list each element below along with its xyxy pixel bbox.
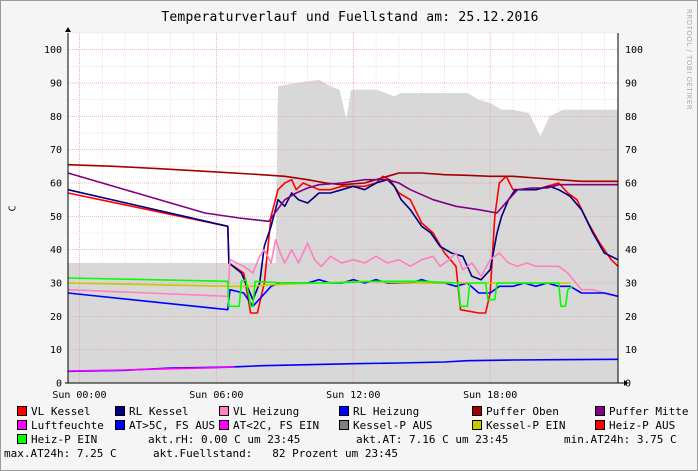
legend-item-vl-heizung: VL Heizung (219, 405, 299, 419)
legend-label: Kessel-P AUS (353, 419, 433, 432)
legend-label: Puffer Mitte (609, 405, 689, 418)
legend-row-3: Heiz-P EIN akt.rH: 0.00 C um 23:45 akt.A… (17, 433, 697, 447)
series-line-puffer-mitte (67, 172, 618, 223)
series-line-luftfeuchte-linie (67, 366, 235, 372)
legend-swatch (219, 420, 229, 430)
y-tick-label-left: 0 (56, 379, 62, 390)
series-line-rl-kessel (67, 178, 619, 301)
legend-item-rl-heizung: RL Heizung (339, 405, 419, 419)
plot-area: 0 0 10 10 20 20 30 30 40 40 50 50 60 60 70 70 80 80 90 90 10… (44, 27, 643, 401)
legend-label: Kessel-P EIN (486, 419, 566, 432)
legend-row-1: VL Kessel RL Kessel VL Heizung RL Heizung Pu… (17, 405, 697, 419)
series-line-puffer-oben (67, 163, 618, 186)
y-tick-label-right: 40 (625, 245, 637, 256)
legend-label: VL Kessel (31, 405, 91, 418)
legend-swatch (17, 406, 27, 416)
x-tick-label: Sun 06:00 (189, 390, 243, 401)
x-axis-arrow (624, 380, 628, 386)
legend-label: RL Heizung (353, 405, 420, 418)
legend-swatch (339, 420, 349, 430)
x-tick-label: Sun 12:00 (326, 390, 380, 401)
y-tick-label-right: 0 (625, 379, 631, 390)
x-tick-label: Sun 00:00 (52, 390, 106, 401)
tick-labels-group: 0 0 10 10 20 20 30 30 40 40 50 50 60 60 70 70 80 80 90 90 10… (44, 45, 643, 401)
legend-swatch (115, 406, 125, 416)
legend: VL Kessel RL Kessel VL Heizung RL Heizung Pu… (4, 405, 697, 461)
legend-item-heiz-p-ein: Heiz-P EIN (17, 433, 97, 447)
legend-label: RL Kessel (129, 405, 189, 418)
legend-swatch (17, 420, 27, 430)
y-tick-label-right: 100 (625, 45, 643, 56)
legend-item-luftfeuchte: Luftfeuchte (17, 419, 104, 433)
y-tick-label-left: 40 (50, 245, 62, 256)
y-tick-label-left: 10 (50, 345, 62, 356)
legend-label: VL Heizung (233, 405, 300, 418)
y-tick-label-left: 20 (50, 312, 62, 323)
legend-label: Luftfeuchte (31, 419, 104, 432)
y-tick-label-right: 30 (625, 279, 637, 290)
y-tick-label-left: 80 (50, 112, 62, 123)
y-tick-label-left: 50 (50, 212, 62, 223)
axes-group (65, 27, 628, 386)
y-tick-label-right: 70 (625, 145, 637, 156)
y-tick-label-right: 90 (625, 79, 637, 90)
legend-label: Heiz-P EIN (31, 433, 98, 446)
legend-swatch (219, 406, 229, 416)
legend-row-4: max.AT24h: 7.25 C akt.Fuellstand: 82 Pro… (4, 447, 697, 461)
legend-item-heiz-p-aus: Heiz-P AUS (595, 419, 675, 433)
legend-item-puffer-mitte: Puffer Mitte (595, 405, 688, 419)
legend-item-at-2c-fs-ein: AT<2C, FS EIN (219, 419, 319, 433)
grid-group (68, 32, 618, 384)
rrdtool-watermark: RRDTOOL / TOBI OETIKER (685, 9, 693, 111)
series-line-vl-heizung (67, 238, 619, 298)
legend-swatch (472, 420, 482, 430)
y-tick-label-left: 100 (44, 45, 62, 56)
legend-swatch (115, 420, 125, 430)
y-tick-label-left: 90 (50, 79, 62, 90)
y-tick-label-right: 10 (625, 345, 637, 356)
x-tick-label: Sun 18:00 (463, 390, 517, 401)
y-tick-label-left: 30 (50, 279, 62, 290)
y-axis-arrow (65, 27, 71, 32)
legend-label: Puffer Oben (486, 405, 559, 418)
status-fuellstand: akt.Fuellstand: 82 Prozent um 23:45 (153, 447, 399, 460)
legend-row-2: Luftfeuchte AT>5C, FS AUS AT<2C, FS EIN Kes… (17, 419, 697, 433)
y-tick-label-right: 20 (625, 312, 637, 323)
legend-swatch (339, 406, 349, 416)
legend-swatch (595, 406, 605, 416)
y-tick-label-right: 50 (625, 212, 637, 223)
legend-item-vl-kessel: VL Kessel (17, 405, 91, 419)
legend-label: Heiz-P AUS (609, 419, 676, 432)
series-lines-group (67, 163, 619, 373)
y-tick-label-right: 60 (625, 179, 637, 190)
legend-label: AT>5C, FS AUS (129, 419, 216, 432)
legend-item-kessel-p-aus: Kessel-P AUS (339, 419, 432, 433)
legend-item-at-5c-fs-aus: AT>5C, FS AUS (115, 419, 215, 433)
status-akt-rh: akt.rH: 0.00 C um 23:45 (148, 433, 301, 446)
series-line-heiz-p-ein (67, 277, 573, 308)
y-tick-label-left: 60 (50, 179, 62, 190)
chart-title: Temperaturverlauf und Fuellstand am: 25.… (161, 10, 539, 25)
y-tick-label-right: 80 (625, 112, 637, 123)
status-max-at: max.AT24h: 7.25 C (4, 447, 117, 460)
status-min-at: min.AT24h: 3.75 C (564, 433, 677, 446)
legend-swatch (595, 420, 605, 430)
y-tick-label-left: 70 (50, 145, 62, 156)
legend-label: AT<2C, FS EIN (233, 419, 320, 432)
legend-item-kessel-p-ein: Kessel-P EIN (472, 419, 565, 433)
legend-item-rl-kessel: RL Kessel (115, 405, 189, 419)
legend-item-puffer-oben: Puffer Oben (472, 405, 559, 419)
legend-swatch (17, 434, 27, 444)
status-akt-at: akt.AT: 7.16 C um 23:45 (356, 433, 509, 446)
legend-swatch (472, 406, 482, 416)
